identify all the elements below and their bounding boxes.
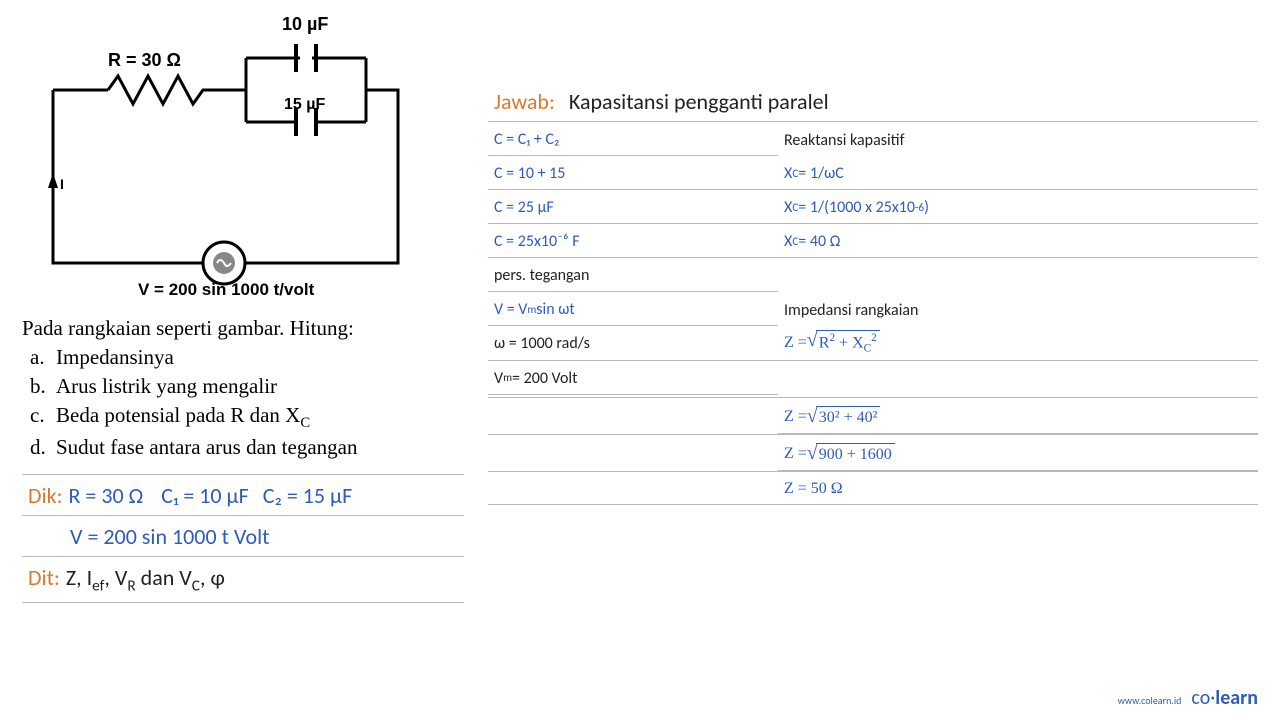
vm-row: Vm = 200 Volt [488,361,778,395]
xc-result: XC = 40 Ω [778,224,1258,258]
xc-formula-1: XC = 1/ωC [778,156,1258,190]
given-table: Dik: R = 30 Ω C₁ = 10 µF C₂ = 15 µF V = … [22,474,464,602]
answer-header-row: Jawab: Kapasitansi pengganti paralel [488,80,1258,122]
z-calc-1: Z = √30² + 40² [778,398,1258,434]
footer-brand: co·learn [1191,686,1258,710]
z-result: Z = 50 Ω [778,472,1258,504]
circuit-diagram: 10 µF 15 µF R = 30 Ω I V = 200 sin 1000 … [28,18,428,308]
omega-row: ω = 1000 rad/s [488,326,778,361]
xc-formula-2: XC = 1/(1000 x 25x10-6) [778,190,1258,224]
dik-row-1: Dik: R = 30 Ω C₁ = 10 µF C₂ = 15 µF [22,474,464,515]
pers-tegangan-label: pers. tegangan [488,258,778,292]
dit-label: Dit: [28,564,60,595]
c-convert-row: C = 25x10⁻⁶ F [488,224,778,258]
impedansi-label: Impedansi rangkaian [778,292,1258,326]
problem-item-b: Arus listrik yang mengalir [56,372,464,401]
dit-row: Dit: Z, Ief, VR dan VC, ɸ [22,556,464,602]
resistor-label: R = 30 Ω [108,50,181,71]
c-result-row: C = 25 µF [488,190,778,224]
dik-c2: C₂ = 15 µF [263,482,353,509]
current-label: I [60,176,64,192]
z-calc-2: Z = √900 + 1600 [778,435,1258,471]
c-sum-row: C = 10 + 15 [488,156,778,190]
c-formula-row: C = C₁ + C₂ [488,122,778,156]
left-column: 10 µF 15 µF R = 30 Ω I V = 200 sin 1000 … [0,0,478,720]
footer-url: www.colearn.id [1118,694,1182,707]
problem-item-a: Impedansinya [56,343,464,372]
cap1-label: 10 µF [282,14,328,35]
dik-r: R = 30 Ω [68,482,143,509]
circuit-svg [28,18,428,308]
page-container: 10 µF 15 µF R = 30 Ω I V = 200 sin 1000 … [0,0,1280,720]
reaktansi-label: Reaktansi kapasitif [778,122,1258,156]
problem-intro: Pada rangkaian seperti gambar. Hitung: [22,314,464,343]
cap2-label: 15 µF [284,96,325,114]
problem-item-d: Sudut fase antara arus dan tegangan [56,433,464,462]
problem-item-c: Beda potensial pada R dan XC [56,401,464,433]
dik-c1: C₁ = 10 µF [161,482,249,509]
jawab-label: Jawab: [494,88,555,115]
dik-label: Dik: [28,482,62,509]
problem-statement: Pada rangkaian seperti gambar. Hitung: I… [22,314,464,462]
right-column: Jawab: Kapasitansi pengganti paralel C =… [478,0,1280,720]
dik-row-2: V = 200 sin 1000 t Volt [22,515,464,556]
z-formula: Z = √ R2 + XC2 [778,326,1258,361]
z-calc-section: Z = √30² + 40² Z = √900 + 1600 Z = 50 Ω [488,397,1258,505]
v-equation: V = Vm sin ωt [488,292,778,326]
voltage-source-label: V = 200 sin 1000 t/volt [138,280,314,300]
footer: www.colearn.id co·learn [1118,686,1258,710]
dit-content: Z, Ief, VR dan VC, ɸ [66,564,225,595]
dik-v: V = 200 sin 1000 t Volt [70,523,270,550]
answer-title: Kapasitansi pengganti paralel [569,88,829,115]
